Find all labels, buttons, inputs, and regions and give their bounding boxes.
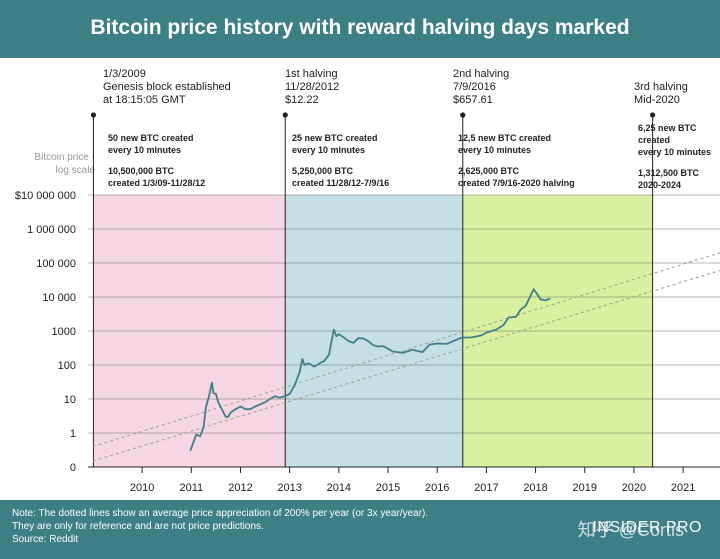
x-tick-label: 2012 — [228, 482, 252, 494]
event-1st-halving: 1st halving 11/28/2012 $12.22 — [285, 68, 339, 107]
footer-banner: Note: The dotted lines show an average p… — [0, 500, 720, 559]
event-2nd-halving: 2nd halving 7/9/2016 $657.61 — [453, 68, 509, 107]
y-axis-label-line: Bitcoin price - — [34, 152, 95, 163]
info-line: 6,25 new BTC — [638, 123, 697, 133]
period-info-1: 50 new BTC created every 10 minutes 10,5… — [108, 132, 205, 189]
x-tick-label: 2014 — [327, 482, 351, 494]
footer-note-line: They are only for reference and are not … — [12, 521, 264, 532]
info-line: 2020-2024 — [638, 180, 682, 190]
period-info-3: 12,5 new BTC created every 10 minutes 2,… — [458, 132, 575, 189]
info-line: every 10 minutes — [108, 145, 182, 155]
period-info-2: 25 new BTC created every 10 minutes 5,25… — [292, 132, 389, 189]
footer-source: Source: Reddit — [12, 534, 79, 545]
event-line: 1st halving — [285, 68, 338, 80]
event-line: $12.22 — [285, 94, 319, 106]
info-line: created 11/28/12-7/9/16 — [292, 178, 390, 188]
halving-dot — [90, 112, 97, 118]
y-axis-label: Bitcoin price - log scale — [34, 151, 95, 177]
y-tick-label: 100 000 — [36, 258, 76, 270]
trend-line — [92, 270, 720, 462]
y-tick-label: $10 000 000 — [15, 190, 76, 202]
chart-title: Bitcoin price history with reward halvin… — [90, 16, 630, 39]
y-tick-label: 1000 — [52, 326, 76, 338]
event-line: $657.61 — [453, 94, 493, 106]
info-line: 1,312,500 BTC — [638, 168, 700, 178]
event-line: Genesis block established — [103, 81, 231, 93]
event-line: 2nd halving — [453, 68, 510, 80]
y-tick-label: 1 000 000 — [27, 224, 76, 236]
insider-pro-logo: INSIDER PRO — [592, 519, 702, 536]
footer-note: Note: The dotted lines show an average p… — [12, 507, 428, 546]
event-genesis: 1/3/2009 Genesis block established at 18… — [103, 68, 231, 107]
info-line: created 7/9/16-2020 halving — [458, 178, 575, 188]
halving-dot — [460, 112, 466, 118]
price-line — [189, 288, 551, 452]
x-tick-label: 2013 — [277, 482, 301, 494]
x-tick-label: 2015 — [376, 482, 400, 494]
halving-dot — [282, 112, 288, 118]
x-tick-label: 2016 — [425, 482, 449, 494]
y-tick-label: 10 — [64, 394, 76, 406]
y-tick-label: 1 — [70, 428, 76, 440]
x-tick-label: 2019 — [573, 482, 597, 494]
x-tick-label: 2018 — [523, 482, 547, 494]
y-tick-label: 0 — [70, 462, 76, 474]
event-line: 11/28/2012 — [285, 81, 340, 93]
period-info-4: 6,25 new BTC created every 10 minutes 1,… — [638, 122, 711, 191]
info-line: created 1/3/09-11/28/12 — [108, 178, 206, 188]
event-line: Mid-2020 — [634, 94, 680, 106]
info-line: 25 new BTC created — [292, 133, 378, 143]
header-banner: Bitcoin price history with reward halvin… — [0, 0, 720, 58]
x-tick-label: 2010 — [130, 482, 154, 494]
info-line: 50 new BTC created — [108, 133, 194, 143]
x-tick-label: 2011 — [179, 482, 203, 494]
trend-line — [92, 252, 720, 448]
info-line: every 10 minutes — [458, 145, 532, 155]
x-tick-label: 2017 — [474, 482, 498, 494]
info-line: 2,625,000 BTC — [458, 166, 520, 176]
x-tick-label: 2020 — [622, 482, 646, 494]
info-line: 5,250,000 BTC — [292, 166, 354, 176]
price-chart: 0 1 10 100 1000 10 000 100 000 1 000 000 $10 000… — [15, 112, 720, 494]
info-line: every 10 minutes — [638, 147, 712, 157]
info-line: 10,500,000 BTC — [108, 166, 175, 176]
event-line: 3rd halving — [634, 81, 688, 93]
x-tick-label: 2021 — [671, 482, 695, 494]
halving-dot — [650, 112, 656, 118]
event-3rd-halving: 3rd halving Mid-2020 — [634, 81, 688, 107]
event-line: at 18:15:05 GMT — [103, 94, 186, 106]
y-axis-label-line: log scale — [55, 165, 95, 176]
info-line: created — [638, 135, 671, 145]
y-tick-label: 100 — [58, 360, 76, 372]
event-line: 1/3/2009 — [103, 68, 146, 80]
watermark: 知乎 @Cortis — [577, 520, 684, 540]
footer-note-line: Note: The dotted lines show an average p… — [12, 508, 429, 519]
y-tick-label: 10 000 — [42, 292, 76, 304]
info-line: 12,5 new BTC created — [458, 133, 552, 143]
info-line: every 10 minutes — [292, 145, 366, 155]
event-line: 7/9/2016 — [453, 81, 496, 93]
